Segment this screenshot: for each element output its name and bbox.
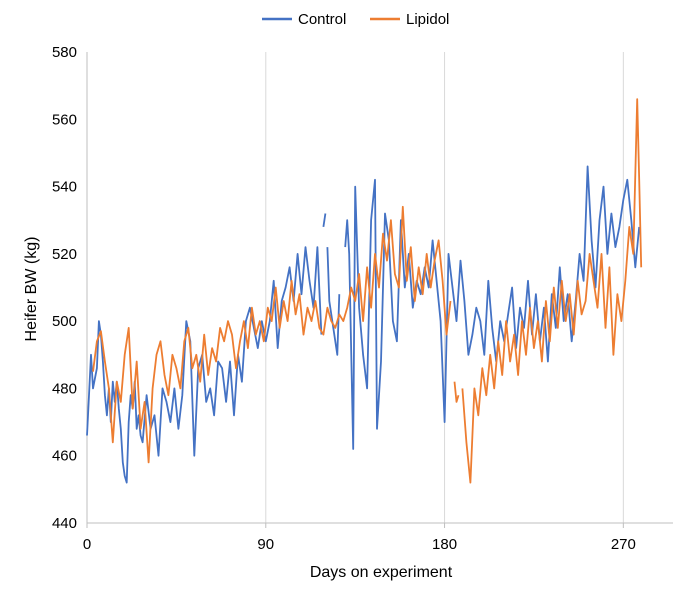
series-line-control [344, 165, 641, 450]
x-tick-label: 270 [611, 536, 636, 553]
x-tick-labels: 0 90 180 270 [83, 523, 636, 553]
series-lines [86, 98, 643, 484]
x-tick-label: 180 [432, 536, 457, 553]
series-line-control [86, 246, 323, 484]
legend: Control Lipidol [262, 11, 449, 28]
series-line-control [322, 213, 327, 228]
series-line-lipidol [92, 205, 452, 464]
grid-lines [265, 52, 624, 523]
series-line-control [326, 247, 341, 356]
legend-label-control: Control [298, 11, 346, 28]
y-tick-label: 540 [52, 179, 77, 196]
x-tick-label: 0 [83, 536, 91, 553]
y-tick-label: 500 [52, 313, 77, 330]
y-tick-label: 440 [52, 515, 77, 532]
y-tick-label: 460 [52, 448, 77, 465]
y-tick-label: 580 [52, 44, 77, 61]
axes [86, 52, 673, 524]
x-tick-label: 90 [257, 536, 274, 553]
y-tick-label: 520 [52, 246, 77, 263]
x-axis-title: Days on experiment [310, 564, 453, 581]
y-tick-label: 560 [52, 111, 77, 128]
y-tick-label: 480 [52, 380, 77, 397]
y-tick-labels: 440 460 480 500 520 540 560 580 [52, 44, 77, 532]
y-axis-title: Heifer BW (kg) [23, 237, 40, 342]
legend-label-lipidol: Lipidol [406, 11, 449, 28]
series-line-lipidol [461, 98, 643, 484]
series-line-lipidol [453, 381, 460, 403]
